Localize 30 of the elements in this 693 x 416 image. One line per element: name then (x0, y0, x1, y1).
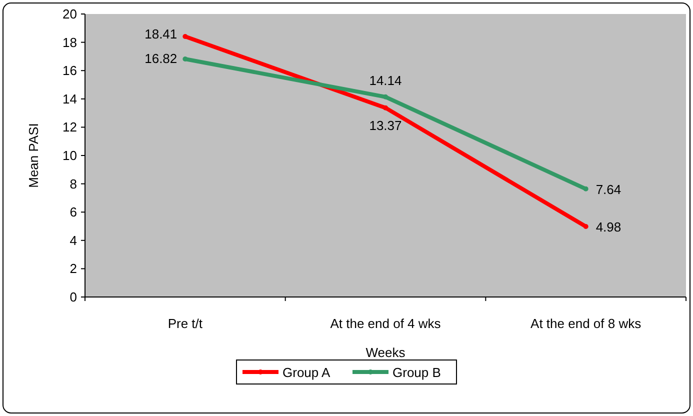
legend-label: Group A (282, 365, 331, 380)
point (182, 34, 188, 39)
data-label: 18.41 (144, 26, 178, 42)
x-axis-title: Weeks (366, 345, 406, 360)
x-tick-label: Pre t/t (168, 316, 203, 331)
point (583, 186, 588, 192)
data-label: 13.37 (369, 118, 402, 133)
y-tick-label: 4 (70, 232, 77, 248)
point (583, 224, 588, 230)
point (383, 105, 388, 110)
y-axis-title: Mean PASI (26, 123, 41, 188)
y-tick-label: 20 (62, 6, 77, 22)
y-tick-label: 8 (70, 176, 77, 192)
y-tick-label: 12 (62, 120, 77, 135)
data-label: 14.14 (369, 72, 402, 88)
data-label: 4.98 (596, 220, 622, 235)
x-tick-label: At the end of 4 wks (330, 316, 442, 331)
y-tick-label: 14 (62, 91, 77, 106)
y-tick-label: 6 (70, 204, 77, 220)
data-label: 16.82 (144, 50, 178, 66)
y-tick-label: 16 (62, 63, 77, 78)
point (182, 56, 188, 62)
y-tick-label: 2 (70, 261, 77, 276)
legend-label: Group B (392, 365, 441, 380)
y-tick-label: 10 (62, 148, 77, 163)
y-tick-label: 18 (62, 34, 77, 50)
data-label: 7.64 (596, 182, 622, 197)
x-tick-label: At the end of 8 wks (530, 316, 642, 331)
y-tick-label: 0 (70, 290, 77, 304)
point (383, 94, 388, 100)
